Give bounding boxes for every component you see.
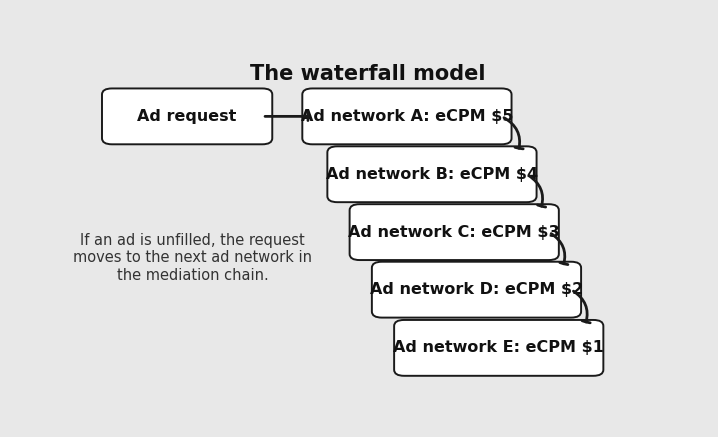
Text: If an ad is unfilled, the request
moves to the next ad network in
the mediation : If an ad is unfilled, the request moves … — [73, 233, 312, 283]
FancyBboxPatch shape — [394, 320, 603, 376]
FancyBboxPatch shape — [350, 204, 559, 260]
FancyBboxPatch shape — [102, 88, 272, 144]
Text: Ad network E: eCPM $1: Ad network E: eCPM $1 — [393, 340, 604, 355]
Text: Ad network B: eCPM $4: Ad network B: eCPM $4 — [326, 167, 538, 182]
Text: Ad network A: eCPM $5: Ad network A: eCPM $5 — [301, 109, 513, 124]
FancyBboxPatch shape — [372, 262, 581, 318]
Text: Ad network D: eCPM $2: Ad network D: eCPM $2 — [370, 282, 583, 297]
Text: Ad network C: eCPM $3: Ad network C: eCPM $3 — [348, 225, 560, 239]
Text: The waterfall model: The waterfall model — [251, 64, 485, 84]
FancyBboxPatch shape — [302, 88, 511, 144]
FancyBboxPatch shape — [327, 146, 536, 202]
Text: Ad request: Ad request — [137, 109, 237, 124]
